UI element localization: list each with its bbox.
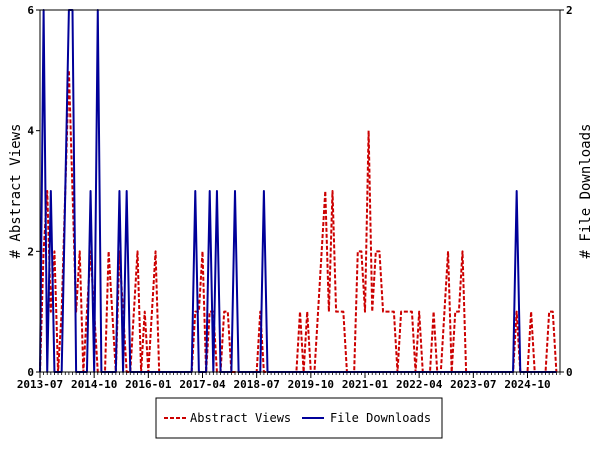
x-axis: 2013-07 2014-10 2016-01 2017-04 2018-07 2019-… <box>17 372 561 391</box>
legend-label: File Downloads <box>330 411 431 425</box>
y-axis-title: # Abstract Views <box>8 124 24 259</box>
x-tick-label: 2016-01 <box>125 378 172 391</box>
y-axis-left: 0 2 4 6 <box>27 4 40 379</box>
y-tick-label: 0 <box>27 366 34 379</box>
legend-box <box>155 397 443 439</box>
x-tick-label: 2023-07 <box>450 378 496 391</box>
x-tick-label: 2013-07 <box>17 378 63 391</box>
y2-tick-label: 0 <box>566 366 573 379</box>
y-axis-right: 02 <box>560 4 573 379</box>
chart-series <box>39 9 558 373</box>
y-tick-label: 4 <box>27 125 34 138</box>
x-tick-label: 2014-10 <box>71 378 117 391</box>
x-tick-label: 2024-10 <box>504 378 550 391</box>
x-tick-label: 2018-07 <box>233 378 279 391</box>
x-tick-label: 2021-01 <box>342 378 389 391</box>
legend-label: Abstract Views <box>190 411 291 425</box>
legend: Abstract Views File Downloads <box>155 397 443 439</box>
y-tick-label: 2 <box>27 245 34 258</box>
y-tick-label: 6 <box>27 4 34 17</box>
y2-tick-label: 2 <box>566 4 573 17</box>
x-tick-label: 2017-04 <box>179 378 226 391</box>
y2-axis-title: # File Downloads <box>578 124 594 259</box>
x-tick-label: 2019-10 <box>288 378 334 391</box>
x-tick-label: 2022-04 <box>396 378 443 391</box>
series-line-file-downloads <box>39 9 557 373</box>
